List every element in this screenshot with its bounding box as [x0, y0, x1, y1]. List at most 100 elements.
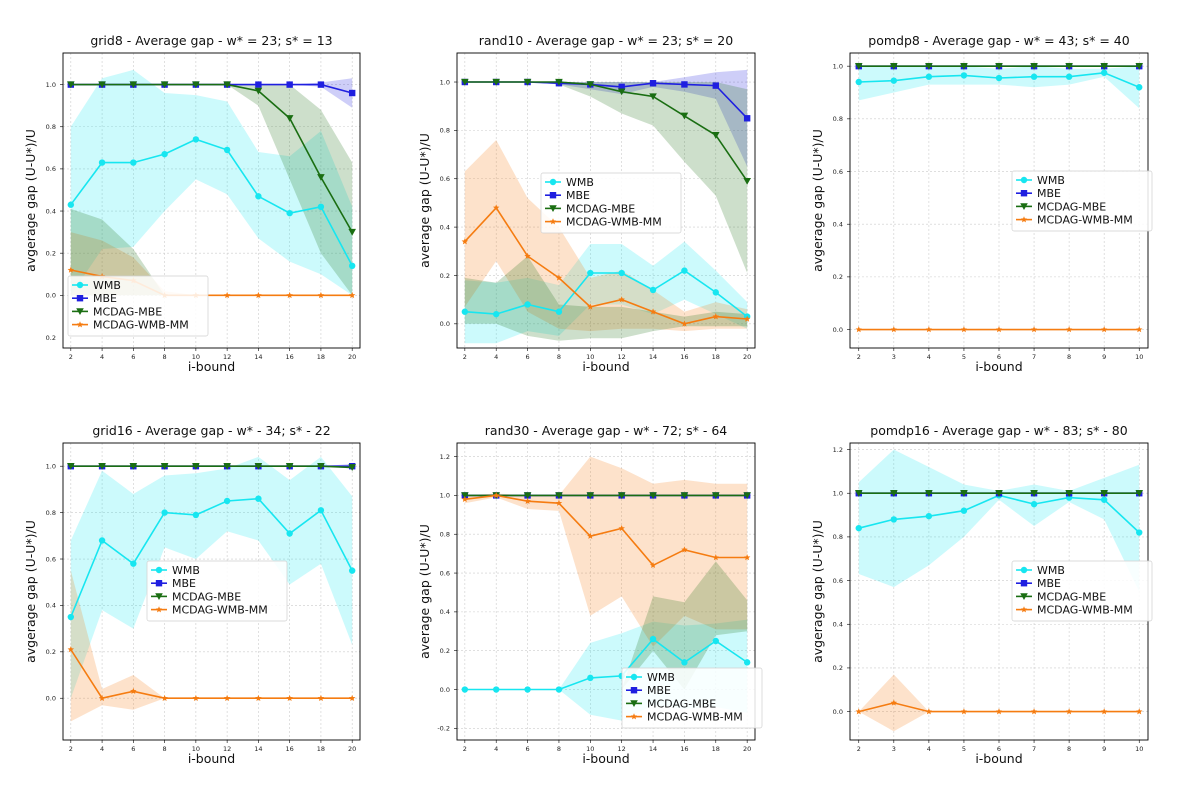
- data-point: [890, 326, 898, 333]
- data-point: [890, 490, 898, 497]
- chart-title: grid8 - Average gap - w* = 23; s* = 13: [90, 33, 332, 48]
- data-point: [1100, 490, 1108, 497]
- legend-label: MCDAG-MBE: [647, 697, 716, 710]
- x-tick-label: 7: [1032, 353, 1036, 361]
- data-point: [712, 289, 719, 296]
- x-tick-label: 8: [163, 745, 167, 753]
- legend-marker: [630, 673, 638, 681]
- x-tick-label: 16: [286, 745, 294, 753]
- series-line: [464, 494, 748, 567]
- y-tick-label: 1.2: [440, 453, 450, 461]
- data-point: [348, 291, 356, 299]
- data-point: [1100, 326, 1108, 333]
- chart-panel-4: 2 4 6 8 10 12 14 16 18 20 0.0 0.2 0.4 0.6 0.8 1.0 grid16…: [23, 423, 361, 766]
- data-point: [681, 546, 688, 553]
- data-point: [555, 78, 563, 86]
- legend-label: MBE: [647, 684, 671, 697]
- y-tick-label: 0.2: [46, 648, 56, 656]
- data-point: [286, 209, 293, 217]
- legend-label: MBE: [93, 292, 117, 305]
- x-tick-label: 18: [712, 745, 720, 753]
- data-point: [925, 62, 933, 70]
- legend-label: MBE: [172, 577, 196, 590]
- x-axis-label: i-bound: [188, 359, 235, 374]
- data-point: [192, 463, 200, 470]
- x-tick-label: 6: [131, 745, 135, 753]
- data-point: [960, 72, 968, 79]
- x-tick-label: 10: [586, 745, 594, 753]
- data-point: [1065, 73, 1073, 80]
- data-point: [524, 301, 531, 308]
- data-point: [524, 252, 531, 259]
- data-point: [317, 507, 325, 514]
- data-point: [130, 687, 137, 695]
- band-wmb: [858, 449, 1140, 592]
- legend-label: MBE: [566, 189, 590, 202]
- data-point: [1135, 490, 1144, 497]
- data-point: [712, 82, 719, 89]
- data-point: [890, 77, 898, 84]
- y-tick-label: 0.8: [833, 115, 843, 123]
- legend-marker: [1020, 566, 1028, 574]
- band-mcdag-mbe: [464, 82, 748, 273]
- data-point: [1065, 708, 1073, 715]
- data-point: [617, 492, 626, 500]
- x-tick-label: 2: [69, 745, 73, 753]
- data-point: [995, 74, 1003, 82]
- x-tick-label: 20: [348, 353, 356, 361]
- data-point: [855, 78, 862, 86]
- y-tick-label: 0.6: [46, 165, 56, 173]
- data-point: [854, 490, 863, 497]
- data-point: [855, 326, 862, 333]
- data-point: [680, 112, 689, 120]
- chart-panel-3: 2 3 4 5 6 7 8 9 10 0.0 0.2 0.4 0.6 0.8 1.0 pomdp8 - Ave…: [810, 33, 1153, 374]
- x-tick-label: 16: [680, 353, 688, 361]
- x-tick-label: 6: [526, 353, 530, 361]
- data-point: [1030, 73, 1038, 80]
- y-axis-label: average gap (U-U*)/U: [417, 524, 432, 659]
- data-point: [492, 204, 500, 211]
- data-point: [925, 326, 933, 333]
- data-point: [223, 497, 231, 505]
- data-point: [1136, 84, 1143, 91]
- data-point: [98, 694, 106, 701]
- chart-panel-1: 2 4 6 8 10 12 14 16 18 20 0.0 0.2 0.4 0.6 0.8 1.0 0.2 gri…: [23, 33, 361, 374]
- y-tick-label: 0.2: [440, 647, 450, 655]
- legend-marker: [76, 308, 84, 315]
- data-point: [192, 511, 200, 519]
- data-point: [1136, 326, 1143, 333]
- data-point: [1100, 62, 1108, 70]
- y-tick-label: 0.8: [440, 531, 450, 539]
- data-point: [98, 81, 106, 89]
- data-point: [890, 699, 898, 706]
- data-point: [618, 525, 625, 532]
- legend-marker: [1020, 216, 1028, 223]
- band-wmb: [70, 456, 353, 699]
- data-point: [67, 613, 75, 621]
- data-point: [1100, 496, 1108, 503]
- chart-title: pomdp16 - Average gap - w* - 83; s* - 80: [870, 423, 1127, 438]
- data-point: [130, 159, 137, 166]
- data-point: [1065, 326, 1073, 333]
- data-point: [1100, 708, 1108, 715]
- legend-label: MCDAG-WMB-MM: [1037, 214, 1133, 227]
- x-tick-label: 4: [100, 745, 104, 753]
- plot-frame: [62, 52, 361, 349]
- y-tick-label: 0.2: [46, 249, 56, 257]
- data-point: [1100, 69, 1108, 76]
- data-point: [160, 81, 169, 89]
- legend-box: [146, 560, 288, 622]
- legend-box: [1011, 560, 1153, 622]
- series-mcdag-wmb-mm: [67, 646, 356, 701]
- data-point: [890, 516, 898, 523]
- data-point: [618, 83, 625, 91]
- series-mcdag-wmb-mm: [461, 492, 751, 569]
- legend-label: MCDAG-WMB-MM: [93, 319, 189, 332]
- data-point: [890, 62, 898, 70]
- x-tick-label: 7: [1032, 745, 1036, 753]
- data-point: [681, 81, 688, 88]
- data-point: [98, 159, 106, 166]
- x-tick-label: 16: [286, 353, 294, 361]
